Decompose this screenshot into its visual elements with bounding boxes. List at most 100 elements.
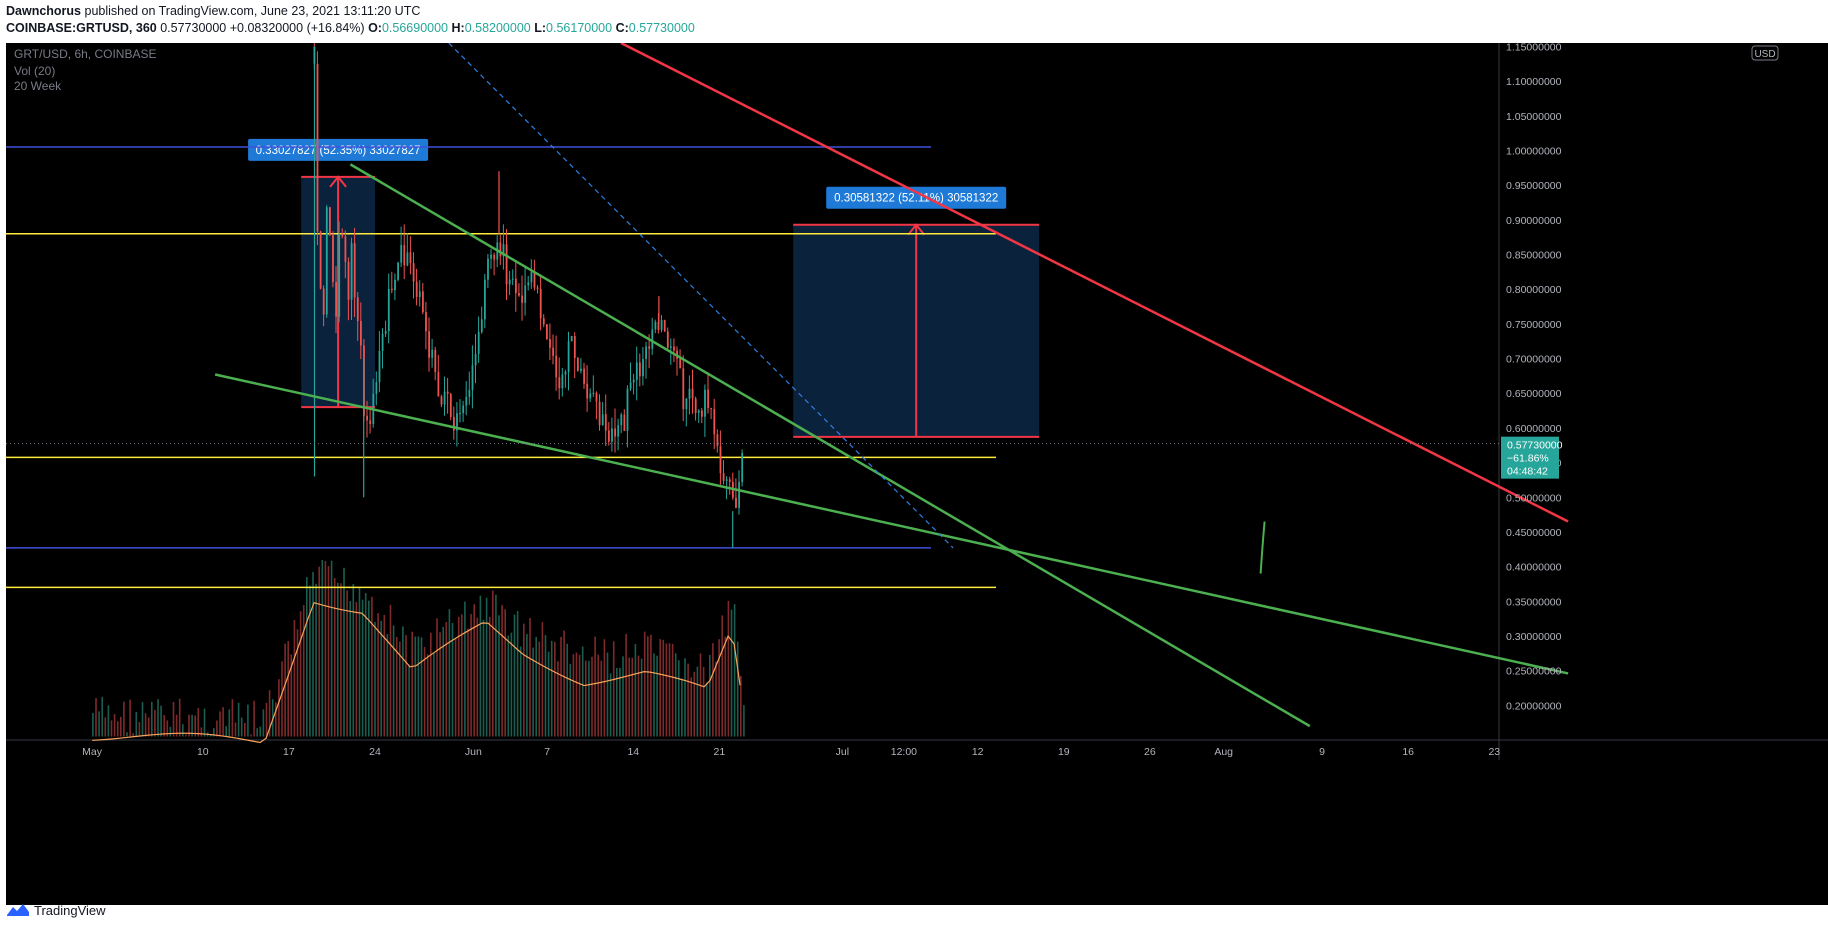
volume-bar (160, 705, 162, 737)
candle-body (666, 331, 669, 348)
volume-bar (420, 637, 423, 737)
candle-body (701, 410, 703, 417)
volume-bar (132, 733, 134, 737)
volume-bar (740, 676, 742, 737)
volume-bar (138, 722, 141, 737)
candle-body (499, 242, 502, 257)
volume-bar (324, 561, 327, 737)
candle-body (614, 428, 616, 437)
candle-body (335, 282, 337, 317)
volume-bar (640, 658, 643, 737)
trendline-blue-dashed (448, 43, 954, 549)
candle-body (505, 244, 508, 285)
candle-body (511, 278, 514, 280)
candle-body (635, 362, 638, 380)
y-tick-label: 1.10000000 (1506, 76, 1562, 88)
volume-bar (157, 699, 159, 737)
y-tick-label: 0.50000000 (1506, 492, 1562, 504)
volume-bar (643, 631, 646, 737)
volume-bar (337, 582, 339, 737)
volume-bar (182, 724, 184, 737)
volume-bar (513, 614, 516, 737)
candle-body (490, 254, 492, 259)
y-tick-label: 0.95000000 (1506, 180, 1562, 192)
volume-bar (718, 639, 720, 737)
close-value: 0.57730000 (628, 21, 695, 35)
volume-bar (107, 705, 110, 737)
candle-body (456, 413, 458, 431)
volume-bar (275, 702, 277, 737)
volume-bar (383, 614, 386, 737)
candle-body (431, 349, 434, 358)
trendline-green-lower (214, 373, 1569, 675)
candle-body (536, 287, 539, 289)
candle-body (533, 272, 536, 288)
volume-bar (141, 702, 144, 737)
trendline-red-resistance (620, 43, 1569, 523)
candle-body (725, 479, 728, 481)
current-price-countdown: 04:48:42 (1507, 466, 1548, 478)
volume-bar (634, 644, 637, 737)
candle-body (629, 382, 632, 389)
chart-area[interactable]: 0.33027827 (52.35%) 33027827 0.30581322 (… (6, 43, 1828, 905)
high-value: 0.58200000 (464, 21, 531, 35)
volume-bar (256, 728, 258, 737)
candle-body (322, 288, 325, 315)
candle-body (623, 414, 626, 431)
candle-body (344, 236, 347, 262)
volume-bar (684, 658, 686, 737)
candle-body (617, 425, 620, 437)
volume-bar (231, 699, 234, 737)
volume-bar (194, 715, 196, 737)
candle-body (598, 401, 601, 426)
volume-bar (591, 656, 593, 737)
candle-body (546, 324, 548, 340)
price-change: +0.08320000 (+16.84%) (229, 21, 365, 35)
volume-bar (743, 705, 745, 737)
candle-body (474, 353, 477, 366)
volume-bar (612, 641, 615, 737)
volume-bar (268, 690, 271, 737)
candle-body (329, 207, 331, 236)
volume-bar (250, 734, 252, 737)
volume-bar (197, 708, 200, 737)
volume-bar (178, 698, 181, 737)
volume-bar (479, 595, 482, 737)
candle-body (341, 233, 344, 237)
y-tick-label: 0.30000000 (1506, 631, 1562, 643)
y-tick-label: 1.15000000 (1506, 43, 1562, 53)
freehand-stroke (1259, 521, 1266, 574)
volume-bar (284, 643, 286, 737)
indicator-legend: Vol (20) (14, 64, 55, 78)
candle-body (651, 329, 654, 349)
volume-bar (709, 654, 711, 737)
volume-bar (457, 616, 460, 737)
candle-body (347, 261, 350, 300)
volume-bar (123, 701, 125, 737)
candle-body (738, 482, 740, 508)
volume-bar (653, 653, 655, 737)
candle-body (524, 285, 527, 303)
volume-bar (433, 652, 435, 737)
candle-body (394, 279, 396, 291)
candle-body (443, 391, 446, 405)
volume-bar (377, 613, 379, 737)
price-chart[interactable]: 0.33027827 (52.35%) 33027827 0.30581322 (… (6, 43, 1828, 905)
volume-bar (163, 715, 165, 737)
volume-bar (355, 601, 358, 737)
y-tick-label: 0.70000000 (1506, 354, 1562, 366)
volume-bar (464, 601, 466, 737)
volume-bar (681, 678, 683, 737)
volume-bar (147, 717, 150, 737)
candle-body (707, 389, 709, 409)
volume-bar (417, 636, 420, 737)
volume-bar (340, 583, 342, 737)
volume-bar (290, 654, 293, 737)
volume-bar (389, 604, 392, 737)
y-tick-label: 0.20000000 (1506, 700, 1562, 712)
volume-bar (154, 709, 156, 737)
volume-bar (200, 727, 203, 737)
candle-body (564, 371, 567, 375)
volume-bar (445, 622, 448, 737)
candle-body (462, 405, 465, 414)
